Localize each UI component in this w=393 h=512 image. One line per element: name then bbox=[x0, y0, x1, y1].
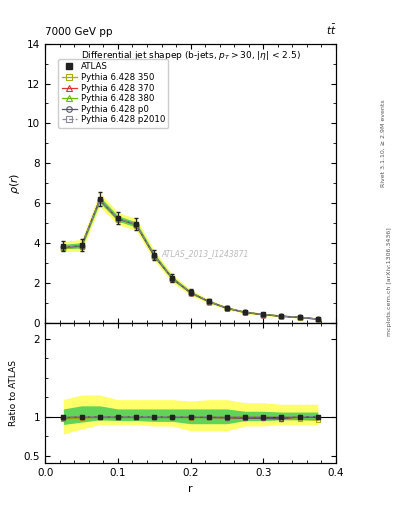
Text: ATLAS_2013_I1243871: ATLAS_2013_I1243871 bbox=[162, 249, 249, 258]
Y-axis label: $\rho(r)$: $\rho(r)$ bbox=[7, 173, 22, 194]
Text: mcplots.cern.ch [arXiv:1306.3436]: mcplots.cern.ch [arXiv:1306.3436] bbox=[387, 227, 391, 336]
Y-axis label: Ratio to ATLAS: Ratio to ATLAS bbox=[9, 360, 18, 426]
Text: Rivet 3.1.10, ≥ 2.9M events: Rivet 3.1.10, ≥ 2.9M events bbox=[381, 99, 386, 187]
X-axis label: r: r bbox=[188, 484, 193, 494]
Text: $t\bar{t}$: $t\bar{t}$ bbox=[325, 23, 336, 37]
Text: Differential jet shapep (b-jets, $\mathit{p_T}$$>$30, $|\eta|$ < 2.5): Differential jet shapep (b-jets, $\mathi… bbox=[81, 49, 301, 62]
Text: 7000 GeV pp: 7000 GeV pp bbox=[45, 27, 113, 37]
Legend: ATLAS, Pythia 6.428 350, Pythia 6.428 370, Pythia 6.428 380, Pythia 6.428 p0, Py: ATLAS, Pythia 6.428 350, Pythia 6.428 37… bbox=[58, 59, 169, 127]
